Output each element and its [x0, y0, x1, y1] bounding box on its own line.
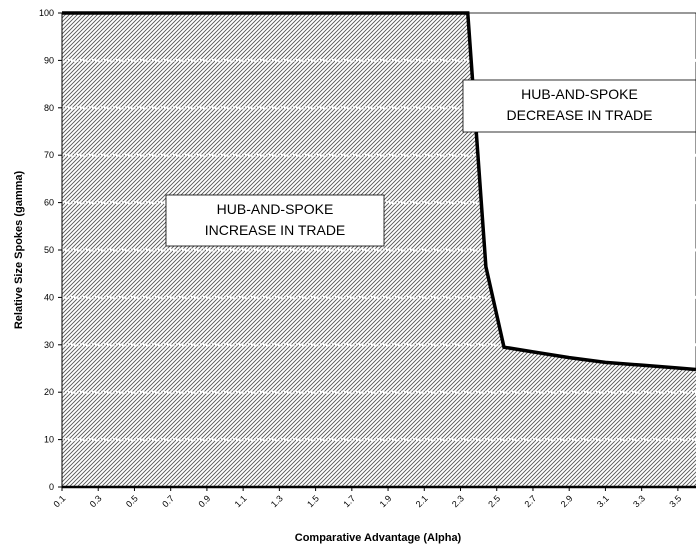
- x-tick-label: 3.1: [595, 493, 611, 509]
- y-tick-label: 30: [44, 340, 54, 350]
- y-tick-label: 0: [49, 482, 54, 492]
- x-tick-label: 3.3: [631, 493, 647, 509]
- annotation-text: INCREASE IN TRADE: [205, 222, 346, 238]
- region-annotation: HUB-AND-SPOKE INCREASE IN TRADE: [165, 194, 385, 247]
- x-tick-label: 1.9: [378, 493, 394, 509]
- y-tick-label: 90: [44, 55, 54, 65]
- area-fill: [62, 13, 696, 487]
- region-annotation: HUB-AND-SPOKE DECREASE IN TRADE: [462, 79, 696, 133]
- x-tick-label: 0.3: [88, 493, 104, 509]
- annotation-text: HUB-AND-SPOKE: [521, 86, 638, 102]
- x-tick-label: 0.1: [51, 493, 67, 509]
- y-tick-label: 10: [44, 435, 54, 445]
- x-tick-label: 2.9: [559, 493, 575, 509]
- annotation-text: DECREASE IN TRADE: [507, 107, 653, 123]
- x-tick-label: 2.7: [522, 493, 538, 509]
- x-tick-label: 0.5: [124, 493, 140, 509]
- series-line: [62, 11, 696, 372]
- x-tick-label: 0.7: [160, 493, 176, 509]
- y-tick-label: 20: [44, 387, 54, 397]
- annotation-box: [165, 194, 385, 247]
- x-tick-label: 1.7: [341, 493, 357, 509]
- x-tick-label: 2.5: [486, 493, 502, 509]
- y-tick-label: 50: [44, 245, 54, 255]
- y-tick-label: 70: [44, 150, 54, 160]
- x-tick-label: 1.3: [269, 493, 285, 509]
- x-tick-label: 0.9: [196, 493, 212, 509]
- x-tick-label: 2.1: [414, 493, 430, 509]
- y-tick-label: 80: [44, 103, 54, 113]
- y-tick-label: 60: [44, 198, 54, 208]
- x-tick-label: 3.5: [667, 493, 683, 509]
- x-axis-label: Comparative Advantage (Alpha): [295, 532, 462, 544]
- y-tick-label: 100: [39, 8, 54, 18]
- x-tick-label: 2.3: [450, 493, 466, 509]
- annotation-box: [462, 79, 696, 133]
- x-tick-label: 1.5: [305, 493, 321, 509]
- x-tick-label: 1.1: [233, 493, 249, 509]
- y-tick-label: 40: [44, 292, 54, 302]
- annotation-text: HUB-AND-SPOKE: [217, 201, 334, 217]
- y-axis-label: Relative Size Spokes (gamma): [13, 170, 25, 329]
